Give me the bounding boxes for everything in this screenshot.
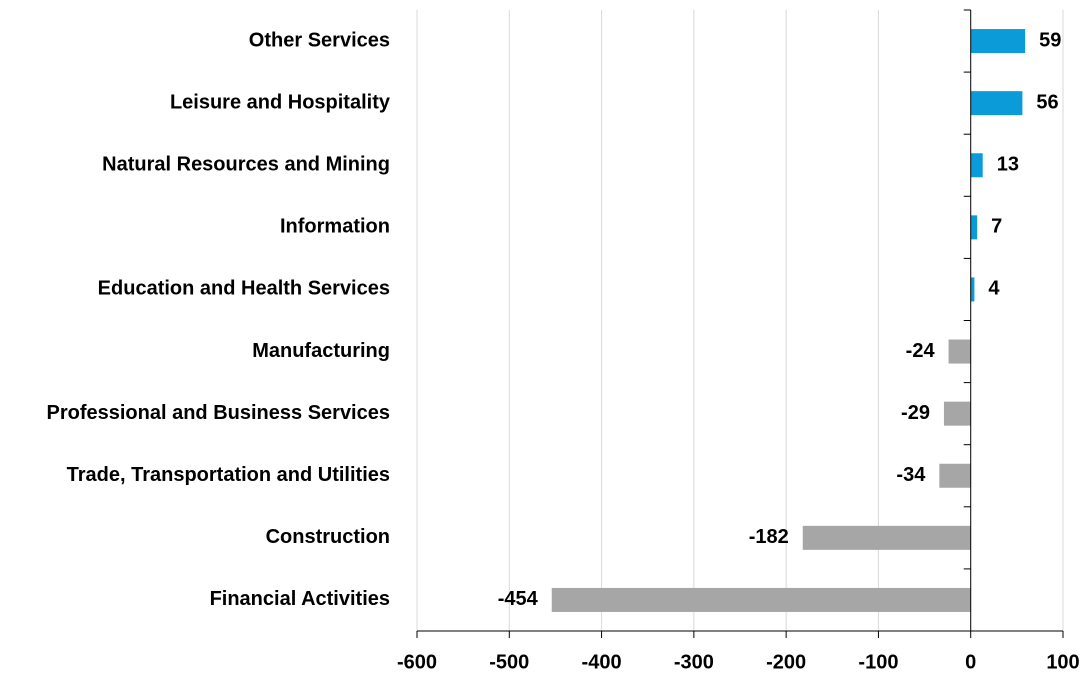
bar (948, 339, 971, 364)
data-label: 7 (991, 216, 1002, 238)
data-label: -34 (896, 464, 926, 486)
x-tick-label: -500 (489, 651, 529, 673)
bar (970, 277, 975, 302)
y-tick-label: Natural Resources and Mining (102, 154, 390, 176)
data-label: -182 (749, 526, 789, 548)
bar (939, 463, 971, 488)
y-tick-label: Financial Activities (210, 588, 390, 610)
x-tick-label: -600 (397, 651, 437, 673)
bar (802, 525, 971, 550)
x-tick-label: -300 (674, 651, 714, 673)
data-label: -29 (901, 402, 930, 424)
data-label: -24 (906, 340, 936, 362)
y-tick-label: Other Services (249, 29, 390, 51)
y-tick-label: Trade, Transportation and Utilities (67, 464, 390, 486)
y-tick-label: Information (280, 216, 390, 238)
y-tick-label: Construction (266, 526, 390, 548)
x-tick-label: -200 (766, 651, 806, 673)
bar (551, 587, 971, 612)
data-label: 59 (1039, 29, 1061, 51)
y-tick-label: Professional and Business Services (47, 402, 391, 424)
bar (970, 215, 978, 240)
data-label: -454 (498, 588, 539, 610)
y-tick-label: Leisure and Hospitality (170, 91, 391, 113)
bar (970, 91, 1023, 116)
bar (943, 401, 971, 426)
x-tick-label: 100 (1046, 651, 1079, 673)
x-tick-label: 0 (965, 651, 976, 673)
x-tick-label: -100 (858, 651, 898, 673)
data-label: 4 (988, 278, 1000, 300)
data-label: 56 (1036, 91, 1058, 113)
x-tick-label: -400 (582, 651, 622, 673)
y-tick-label: Manufacturing (252, 340, 390, 362)
data-label: 13 (997, 154, 1019, 176)
y-tick-label: Education and Health Services (98, 278, 390, 300)
bar (970, 153, 983, 178)
bar (970, 29, 1026, 54)
